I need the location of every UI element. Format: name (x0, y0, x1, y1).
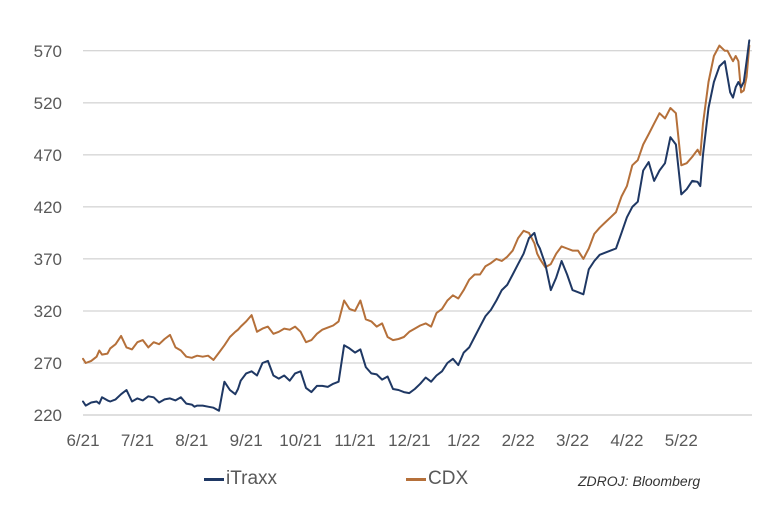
y-tick-label: 420 (34, 198, 62, 217)
x-axis-tick-labels: 6/21 7/21 8/21 9/21 10/21 11/21 12/21 1/22 2/22 3… (66, 431, 697, 450)
legend-item-itraxx: iTraxx (204, 465, 277, 493)
y-axis-tick-labels: 220 270 320 370 420 470 520 570 (34, 42, 62, 425)
legend-label-cdx: CDX (428, 468, 469, 489)
series-layer (82, 39, 751, 412)
line-chart: 220 270 320 370 420 470 520 570 6/21 7/21 8/21 9/2… (34, 39, 752, 450)
x-tick-label: 2/22 (502, 431, 535, 450)
legend-swatch-itraxx (204, 477, 224, 481)
legend-swatch-cdx (406, 477, 426, 481)
source-note: ZDROJ: Bloomberg (578, 473, 701, 489)
series-line-itraxx (82, 39, 751, 412)
y-tick-label: 220 (34, 406, 62, 425)
y-tick-label: 470 (34, 146, 62, 165)
y-tick-label: 370 (34, 250, 62, 269)
x-tick-label: 8/21 (175, 431, 208, 450)
y-tick-label: 320 (34, 302, 62, 321)
x-tick-label: 5/22 (665, 431, 698, 450)
legend-item-cdx: CDX (406, 465, 468, 493)
x-tick-label: 4/22 (610, 431, 643, 450)
x-tick-label: 12/21 (388, 431, 431, 450)
y-tick-label: 570 (34, 42, 62, 61)
y-tick-label: 520 (34, 94, 62, 113)
x-tick-label: 1/22 (447, 431, 480, 450)
x-tick-label: 7/21 (121, 431, 154, 450)
x-tick-label: 9/21 (230, 431, 263, 450)
legend-label-itraxx: iTraxx (226, 468, 278, 489)
gridlines (83, 50, 752, 416)
x-tick-label: 11/21 (334, 431, 375, 450)
series-line-cdx (82, 44, 751, 364)
x-tick-label: 3/22 (556, 431, 589, 450)
x-tick-label: 10/21 (279, 431, 322, 450)
legend: iTraxx CDX ZDROJ: Bloomberg (0, 465, 773, 495)
y-tick-label: 270 (34, 354, 62, 373)
x-tick-label: 6/21 (66, 431, 99, 450)
